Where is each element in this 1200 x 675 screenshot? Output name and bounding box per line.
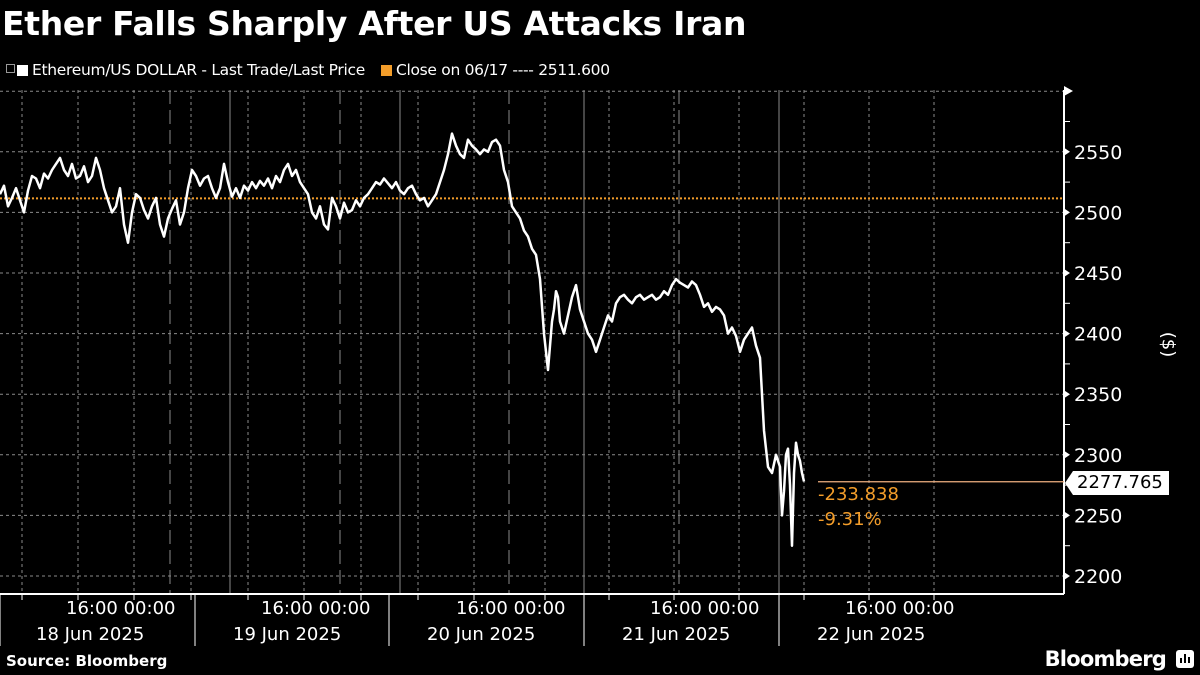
legend-ref-label: Close on 06/17 ---- 2511.600 [395, 61, 610, 79]
svg-text:2200: 2200 [1074, 566, 1122, 588]
legend-swatch-white [17, 64, 28, 76]
x-date-label: 22 Jun 2025 [817, 624, 926, 645]
x-time-label: 16:00 00:00 [66, 598, 176, 619]
svg-text:2350: 2350 [1074, 384, 1122, 406]
x-time-label: 16:00 00:00 [261, 598, 371, 619]
x-date-label: 18 Jun 2025 [36, 624, 145, 645]
svg-text:2300: 2300 [1074, 445, 1122, 467]
legend: Ethereum/US DOLLAR - Last Trade/Last Pri… [6, 61, 626, 79]
svg-text:2250: 2250 [1074, 505, 1122, 527]
svg-text:2550: 2550 [1074, 142, 1122, 164]
chart-title: Ether Falls Sharply After US Attacks Ira… [2, 4, 747, 43]
legend-series-label: Ethereum/US DOLLAR - Last Trade/Last Pri… [32, 61, 365, 79]
x-time-label: 16:00 00:00 [456, 598, 566, 619]
legend-item-close[interactable]: Close on 06/17 ---- 2511.600 [380, 61, 610, 79]
x-date-label: 20 Jun 2025 [427, 624, 536, 645]
y-axis-label: ($) [1157, 331, 1179, 358]
x-date-label: 19 Jun 2025 [233, 624, 342, 645]
bloomberg-chart-icon [1176, 650, 1194, 668]
bloomberg-logo: Bloomberg [1044, 647, 1167, 671]
source-note: Source: Bloomberg [6, 652, 168, 670]
svg-text:2400: 2400 [1074, 324, 1122, 346]
x-date-label: 21 Jun 2025 [622, 624, 731, 645]
svg-text:2500: 2500 [1074, 202, 1122, 224]
x-time-label: 16:00 00:00 [650, 598, 760, 619]
legend-item-ethereum[interactable]: Ethereum/US DOLLAR - Last Trade/Last Pri… [17, 61, 365, 79]
legend-collapse-icon[interactable] [6, 63, 15, 73]
legend-swatch-orange [380, 64, 392, 76]
last-price-badge: 2277.765 [1065, 471, 1169, 495]
x-time-label: 16:00 00:00 [845, 598, 955, 619]
change-absolute: -233.838 [818, 484, 899, 505]
svg-text:2450: 2450 [1074, 263, 1122, 285]
change-percent: -9.31% [818, 509, 882, 530]
